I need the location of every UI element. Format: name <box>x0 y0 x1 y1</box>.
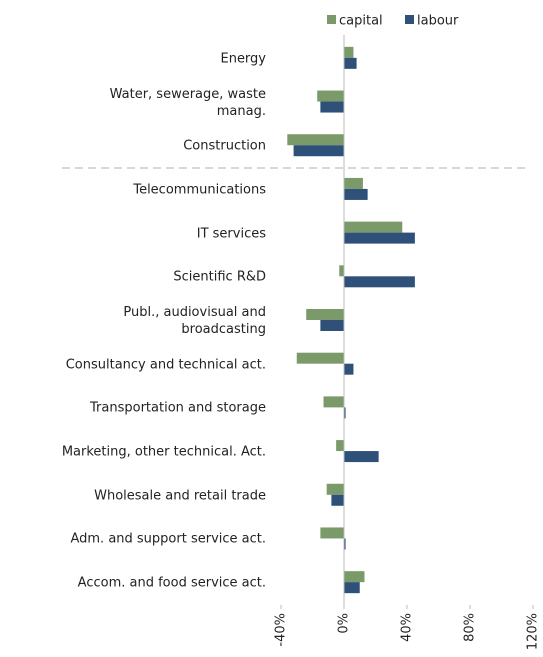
category-label: Marketing, other technical. Act. <box>61 444 266 460</box>
legend-swatch <box>327 15 336 24</box>
bar <box>331 494 344 506</box>
legend-label: labour <box>417 14 459 29</box>
bar <box>320 101 344 113</box>
x-tick-label: 0% <box>337 613 352 634</box>
x-tick-label: 120% <box>526 613 541 650</box>
bar <box>344 57 357 69</box>
bar <box>344 232 415 244</box>
category-label: Water, sewerage, waste manag. <box>109 86 266 119</box>
bar <box>326 483 344 495</box>
x-tick-label: 80% <box>463 613 478 642</box>
category-label: Wholesale and retail trade <box>94 488 266 504</box>
bar <box>306 309 344 320</box>
bar <box>344 276 415 288</box>
bar <box>296 352 344 364</box>
bar <box>344 538 346 550</box>
category-label: Consultancy and technical act. <box>65 357 266 373</box>
bar <box>287 134 344 146</box>
category-label: Adm. and support service act. <box>70 531 266 547</box>
category-label: IT services <box>196 226 266 242</box>
category-label: Transportation and storage <box>90 400 266 416</box>
bar <box>344 571 365 583</box>
bar <box>293 145 344 157</box>
category-label: Telecommunications <box>133 182 266 198</box>
bar <box>320 527 344 539</box>
category-label: Construction <box>183 138 266 154</box>
category-label: Accom. and food service act. <box>77 575 266 591</box>
legend-swatch <box>405 15 414 24</box>
bar <box>344 188 368 200</box>
category-label: Scientific R&D <box>173 269 266 285</box>
x-tick-label: -40% <box>274 613 289 647</box>
bar <box>344 582 360 594</box>
category-label: Energy <box>220 51 266 67</box>
x-tick-label: 40% <box>400 613 415 642</box>
bar <box>336 440 344 452</box>
bar <box>344 46 354 58</box>
bar <box>344 363 354 375</box>
bar <box>344 177 363 189</box>
bar <box>323 396 344 408</box>
bar <box>317 90 344 102</box>
legend-label: capital <box>339 14 383 29</box>
bar <box>344 451 379 463</box>
bar <box>344 221 403 233</box>
bar <box>339 265 344 277</box>
category-label: Publ., audiovisual and broadcasting <box>123 305 266 337</box>
bar <box>344 407 346 419</box>
bar <box>320 320 344 331</box>
